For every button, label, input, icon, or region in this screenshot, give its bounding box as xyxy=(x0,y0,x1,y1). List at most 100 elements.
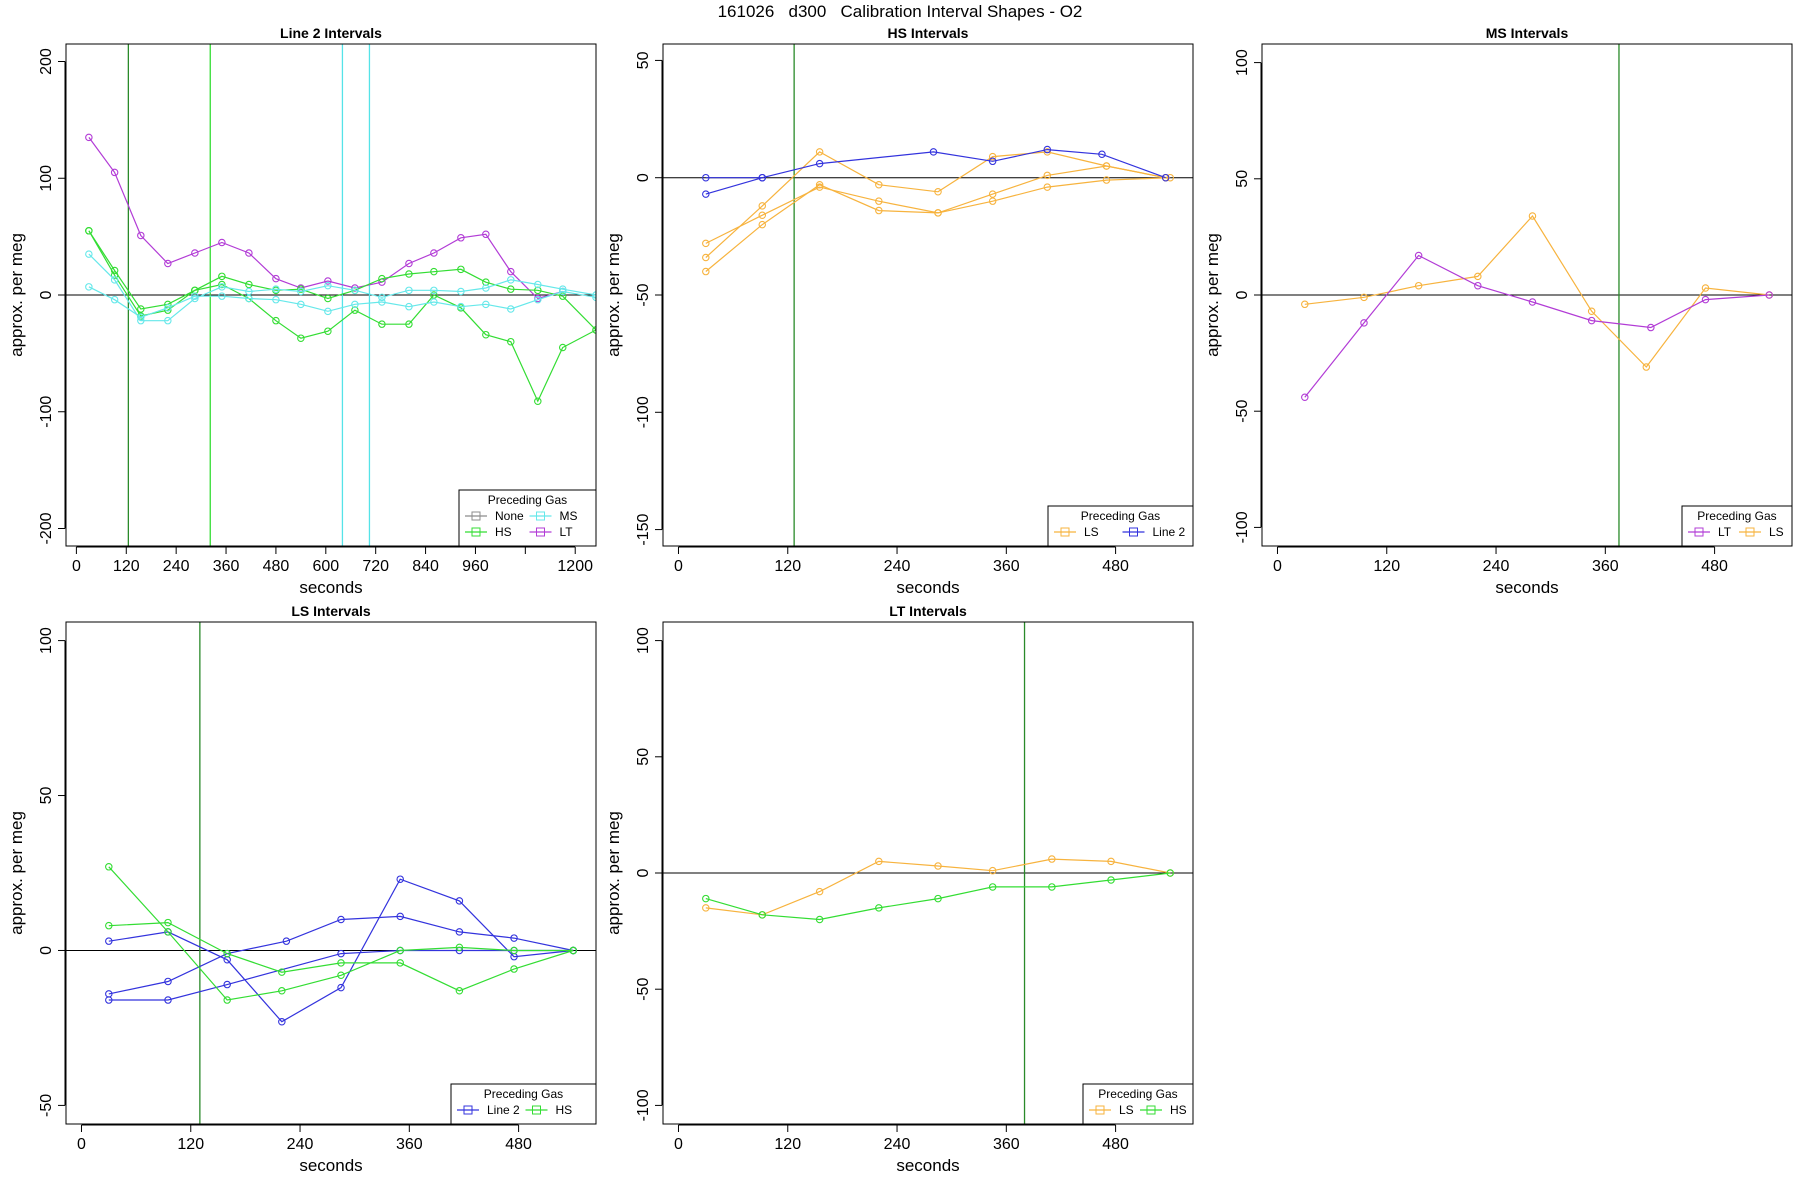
data-point xyxy=(1102,176,1111,184)
data-point xyxy=(569,946,577,955)
data-point xyxy=(507,267,515,276)
data-point xyxy=(105,921,113,930)
data-point xyxy=(85,283,93,291)
y-tick-label: -50 xyxy=(635,283,652,306)
data-point xyxy=(396,959,404,967)
y-tick-label: 0 xyxy=(635,868,652,877)
data-point xyxy=(482,230,490,239)
y-tick-label: 0 xyxy=(38,290,55,299)
data-point xyxy=(1647,323,1655,332)
y-tick-label: 50 xyxy=(1234,170,1251,188)
data-point xyxy=(534,397,542,405)
data-point xyxy=(297,334,305,342)
data-point xyxy=(507,276,515,284)
data-point xyxy=(245,294,253,303)
data-point xyxy=(337,983,345,992)
data-point xyxy=(702,173,710,182)
panel-3: LS Intervals 0 120 240 360 480 seconds -50 0 50 10… xyxy=(7,603,597,1175)
data-point xyxy=(1166,173,1174,182)
data-point xyxy=(324,281,332,290)
data-point xyxy=(510,946,518,955)
data-point xyxy=(137,231,145,240)
y-tick-label: 100 xyxy=(38,627,55,654)
x-tick-label: 360 xyxy=(213,558,240,575)
x-tick-label: 360 xyxy=(1592,558,1619,575)
data-point xyxy=(815,148,824,156)
legend-swatch-marker xyxy=(1095,1105,1105,1115)
legend-label: HS xyxy=(1170,1103,1187,1117)
legend-swatch-marker xyxy=(463,1105,473,1115)
data-point xyxy=(1166,869,1174,877)
data-point xyxy=(378,298,386,306)
data-point xyxy=(1474,272,1482,281)
data-point xyxy=(218,238,226,247)
x-tick-label: 480 xyxy=(1102,558,1129,575)
data-point xyxy=(702,894,710,903)
data-point xyxy=(396,875,404,883)
data-point xyxy=(875,180,883,189)
data-point xyxy=(110,168,119,177)
data-point xyxy=(245,287,253,296)
data-point xyxy=(191,286,199,295)
series-line xyxy=(108,921,574,992)
series-line xyxy=(88,230,596,331)
data-point xyxy=(988,190,997,198)
x-tick-label: 1200 xyxy=(557,558,593,575)
y-tick-label: 0 xyxy=(38,946,55,955)
data-point xyxy=(378,274,386,283)
x-tick-label: 240 xyxy=(884,1136,911,1153)
x-tick-label: 0 xyxy=(674,558,683,575)
data-point xyxy=(324,294,332,303)
data-point xyxy=(245,280,253,289)
data-point xyxy=(164,918,172,927)
y-tick-label: 200 xyxy=(38,48,55,75)
y-tick-label: -50 xyxy=(635,978,652,1001)
data-point xyxy=(110,271,119,279)
series-group xyxy=(702,145,1174,276)
data-point xyxy=(1043,145,1052,154)
data-point xyxy=(1043,183,1052,191)
data-point xyxy=(1098,150,1106,159)
data-point xyxy=(164,259,172,268)
data-point xyxy=(110,276,119,284)
data-point xyxy=(405,320,413,328)
x-tick-label: 120 xyxy=(1373,558,1400,575)
data-point xyxy=(988,883,997,891)
data-point xyxy=(223,949,231,958)
series-line xyxy=(108,866,574,1001)
data-point xyxy=(534,280,542,289)
data-point xyxy=(278,1017,286,1026)
series-line xyxy=(88,286,596,318)
data-point xyxy=(1161,173,1170,182)
series-line xyxy=(705,872,1171,921)
y-axis-label: approx. per meg xyxy=(1203,233,1222,357)
legend-swatch-marker xyxy=(532,1105,541,1115)
data-point xyxy=(1701,284,1710,292)
panel-title: HS Intervals xyxy=(888,25,969,41)
data-point xyxy=(988,152,997,161)
data-point xyxy=(223,996,231,1004)
data-point xyxy=(164,928,172,936)
data-point xyxy=(405,286,413,295)
legend-label: LS xyxy=(1084,525,1099,539)
y-tick-label: 0 xyxy=(1234,290,1251,299)
x-tick-label: 480 xyxy=(505,1136,532,1153)
legend-title: Preceding Gas xyxy=(1697,509,1776,523)
plot-frame xyxy=(662,621,1194,1125)
x-tick-label: 0 xyxy=(77,1136,86,1153)
x-tick-label: 120 xyxy=(774,558,801,575)
y-tick-label: -100 xyxy=(635,1089,652,1121)
y-tick-label: -50 xyxy=(1234,400,1251,423)
legend-label: LS xyxy=(1119,1103,1134,1117)
data-point xyxy=(988,157,997,166)
panel-2: MS Intervals 0 120 240 360 480 seconds -100 -50 0… xyxy=(1203,25,1793,597)
data-point xyxy=(1360,293,1368,302)
panel-title: LT Intervals xyxy=(889,603,967,619)
data-point xyxy=(272,295,280,304)
data-point xyxy=(164,316,172,325)
legend: Preceding Gas LS Line 2 xyxy=(1047,505,1194,547)
data-point xyxy=(875,197,883,205)
x-axis-label: seconds xyxy=(299,578,362,597)
data-point xyxy=(558,343,567,352)
data-point xyxy=(1587,307,1596,316)
